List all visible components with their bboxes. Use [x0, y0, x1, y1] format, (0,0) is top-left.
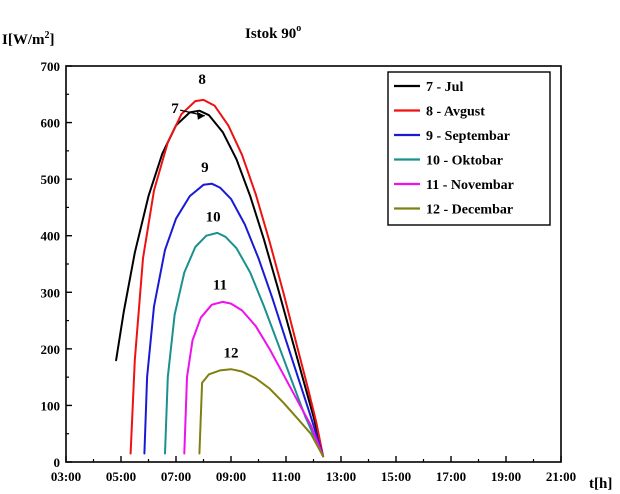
- svg-text:I[W/m2]: I[W/m2]: [2, 30, 55, 48]
- x-tick-label: 17:00: [436, 469, 466, 484]
- legend-entry: 8 - Avgust: [426, 105, 485, 120]
- y-axis-label-superscript: 2: [45, 30, 50, 41]
- x-tick-label: 07:00: [161, 469, 191, 484]
- legend-entry: 11 - Novembar: [426, 178, 514, 193]
- x-tick-label: 05:00: [106, 469, 136, 484]
- y-tick-label: 500: [41, 172, 61, 187]
- y-axis-label-main: I[W/m: [2, 32, 45, 48]
- y-tick-label: 400: [41, 229, 61, 244]
- y-tick-label: 200: [41, 342, 61, 357]
- chart-title: Istok 90o: [245, 23, 301, 42]
- y-axis-label-end: ]: [50, 32, 55, 48]
- series-line-5: [183, 300, 325, 458]
- curve-label-8: 8: [198, 72, 206, 88]
- legend-entry: 7 - Jul: [426, 80, 463, 95]
- legend-entry: 9 - Septembar: [426, 129, 510, 144]
- legend-box: [387, 71, 551, 226]
- curve-label-12: 12: [224, 345, 239, 361]
- x-tick-label: 11:00: [271, 469, 301, 484]
- curve-label-9: 9: [201, 160, 209, 176]
- x-tick-label: 09:00: [216, 469, 246, 484]
- y-axis-label: I[W/m2]: [2, 30, 55, 48]
- x-tick-label: 19:00: [491, 469, 521, 484]
- curve-label-10: 10: [206, 210, 221, 226]
- x-tick-label: 15:00: [381, 469, 411, 484]
- y-tick-label: 300: [41, 285, 61, 300]
- series-line-2: [129, 98, 325, 458]
- chart-title-superscript: o: [296, 23, 301, 34]
- y-tick-label: 700: [41, 59, 61, 74]
- series-line-6: [198, 368, 325, 458]
- legend: 7 - Jul 8 - Avgust 9 - Septembar 10 - Oktob…: [387, 71, 551, 226]
- x-axis-label: t[h]: [589, 476, 612, 492]
- y-tick-label: 100: [41, 398, 61, 413]
- svg-text:Istok 90o: Istok 90o: [245, 23, 301, 42]
- series-line-3: [143, 182, 325, 458]
- legend-entry: 12 - Decembar: [426, 203, 513, 218]
- arrow-head-icon: [196, 111, 205, 120]
- legend-entry: 10 - Oktobar: [426, 154, 503, 169]
- x-tick-label: 21:00: [546, 469, 576, 484]
- curve-label-11: 11: [213, 277, 227, 293]
- x-tick-label: 03:00: [51, 469, 81, 484]
- x-tick-label: 13:00: [326, 469, 356, 484]
- chart-title-text: Istok 90: [245, 26, 296, 42]
- curve-label-7: 7: [171, 101, 179, 117]
- y-tick-label: 0: [54, 455, 61, 470]
- plot-area: 0 100 200 300 400 500 600 700 03:00 05:00 07:00 09:…: [41, 59, 577, 484]
- series-line-4: [164, 231, 325, 458]
- series-line-1: [115, 109, 325, 458]
- y-tick-label: 600: [41, 116, 61, 131]
